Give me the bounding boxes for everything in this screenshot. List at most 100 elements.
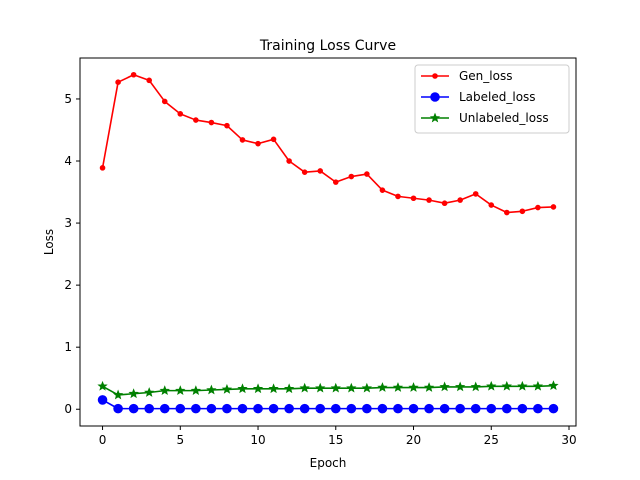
labeled-loss-point [222,403,232,414]
gen-loss-point [472,191,479,197]
labeled-loss-point [502,403,512,414]
gen-loss-point [426,197,432,203]
labeled-loss-point [284,403,294,414]
labeled-loss-point [206,403,217,414]
unlabeled-loss-point [330,382,341,393]
labeled-loss-point [346,403,357,414]
labeled-loss-point [144,403,154,414]
y-tick-label: 1 [64,340,72,354]
gen-loss-point [193,117,199,123]
unlabeled-loss-point [159,385,170,396]
unlabeled-loss-point [315,382,326,393]
labeled-loss-point [533,403,543,414]
gen-loss-point [208,119,215,126]
labeled-loss-point [548,403,559,414]
x-axis-label: Epoch [310,456,347,470]
legend-unlabeled-loss-marker [429,112,441,123]
gen-loss-point [519,208,526,215]
gen-loss-point [301,169,308,175]
legend-unlabeled-loss-label: Unlabeled_loss [459,111,549,125]
gen-loss-point [146,77,152,84]
unlabeled-loss-point [252,383,264,394]
labeled-loss-point [330,403,341,414]
gen-loss-point [177,111,184,117]
x-tick-label: 5 [176,433,184,447]
gen-loss-point [99,165,106,171]
y-tick-label: 0 [64,402,72,416]
x-tick-label: 30 [561,433,576,447]
gen-loss-point [224,122,230,129]
labeled-loss-point [377,403,388,414]
labeled-loss-point [113,403,123,414]
labeled-loss-point [517,403,528,414]
y-tick-label: 3 [64,216,72,230]
legend-gen-loss-marker [432,73,438,79]
unlabeled-loss-point [517,380,528,391]
gen-loss-point [255,140,261,147]
unlabeled-loss-point [486,380,497,391]
legend-labeled-loss-label: Labeled_loss [459,90,536,104]
labeled-loss-point [237,403,248,414]
labeled-loss-point [299,403,310,414]
gen-loss-point [161,98,168,105]
unlabeled-loss-point [361,382,373,393]
legend-gen-loss-label: Gen_loss [459,69,512,83]
unlabeled-loss-point [299,382,310,393]
y-tick-label: 4 [64,154,72,168]
gen-loss-point [270,136,277,143]
gen-loss-point [317,168,324,174]
unlabeled-loss-point [190,385,201,396]
legend-box [414,64,570,134]
gen-loss-point [364,171,370,177]
labeled-loss-point [439,403,450,414]
labeled-loss-point [315,403,326,414]
gen-loss-point [115,79,121,86]
unlabeled-loss-point [377,382,388,392]
gen-loss-point [395,193,401,200]
gen-loss-point [457,197,463,203]
gen-loss-point [410,195,417,202]
unlabeled-loss-point [548,380,559,391]
x-tick-label: 25 [484,433,499,447]
gen-loss-point [130,71,137,78]
gen-loss-point [550,204,557,210]
unlabeled-loss-point [128,388,139,399]
unlabeled-loss-point [532,380,544,391]
unlabeled-loss-point [206,384,217,395]
labeled-loss-point [159,403,170,414]
unlabeled-loss-point [268,383,279,394]
gen-loss-line [101,73,554,214]
gen-loss-point [379,187,386,193]
unlabeled-loss-point [112,389,124,400]
x-tick-label: 10 [250,433,265,447]
gen-loss-point [239,137,246,143]
unlabeled-loss-point [392,382,404,392]
gen-loss-point [441,200,448,207]
labeled-loss-point [362,403,372,414]
labeled-loss-point [408,403,419,414]
gen-loss-point [332,179,339,185]
legend-labeled-loss-marker [430,92,440,102]
y-tick-label: 5 [64,92,72,106]
unlabeled-loss-point [439,381,450,392]
gen-loss-point [535,204,541,211]
gen-loss-point [286,158,292,164]
labeled-loss-point [175,403,186,414]
labeled-loss-point [455,403,465,414]
labeled-loss-point [97,395,108,405]
unlabeled-loss-point [501,380,512,391]
unlabeled-loss-point [455,381,466,392]
labeled-loss-point [393,403,403,414]
unlabeled-loss-point [423,382,435,392]
labeled-loss-point [486,403,497,414]
labeled-loss-point [128,403,139,414]
unlabeled-loss-point [97,380,108,391]
labeled-loss-point [470,403,481,414]
plot-frame [79,57,577,427]
unlabeled-loss-point [144,387,155,397]
gen-loss-point [488,202,495,208]
unlabeled-loss-point [221,383,233,394]
labeled-loss-point [253,403,263,414]
unlabeled-loss-point [346,382,357,393]
